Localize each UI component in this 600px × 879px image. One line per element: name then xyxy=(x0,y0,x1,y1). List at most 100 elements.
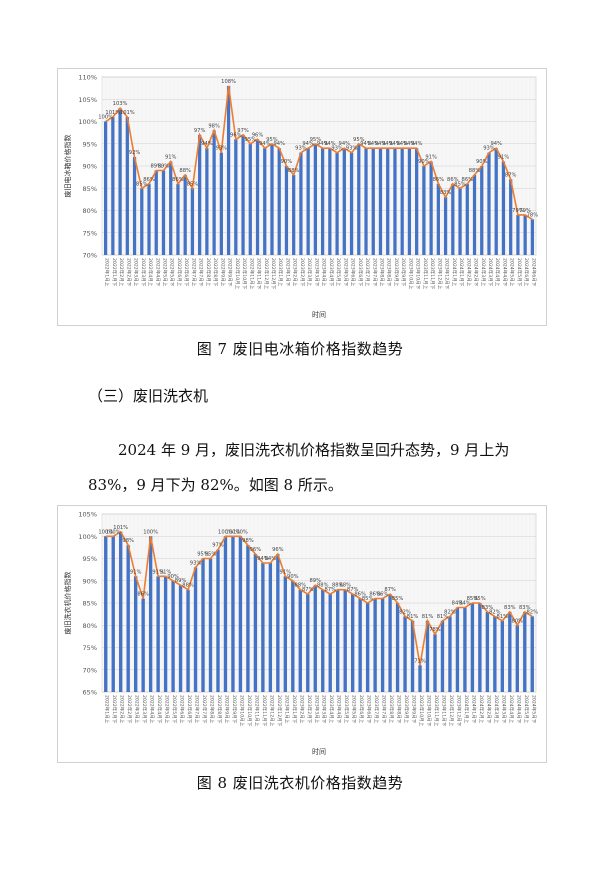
fig7-data-label: 101% xyxy=(105,110,120,116)
fig7-xtick-label: 2023年1月下 xyxy=(284,258,291,287)
fig7-xtick-label: 2023年5月上 xyxy=(335,258,342,287)
fig8-xtick-label: 2022年12月上 xyxy=(268,695,275,727)
fig8-xtick-label: 2023年7月下 xyxy=(381,695,388,724)
fig7-bar xyxy=(422,166,426,255)
fig7-ytick-label: 75% xyxy=(83,229,97,237)
fig7-data-label: 90% xyxy=(281,159,293,165)
fig8-ytick-label: 85% xyxy=(83,600,97,608)
fig7-data-label: 94% xyxy=(317,141,329,147)
fig7-xtick-label: 2022年11月上 xyxy=(248,258,255,290)
fig7-xtick-label: 2024年4月上 xyxy=(494,258,501,287)
fig7-bar xyxy=(357,143,361,255)
fig7-xtick-label: 2024年2月上 xyxy=(465,258,472,287)
fig7-bar xyxy=(458,188,462,255)
fig7-xtick-label: 2022年3月上 xyxy=(133,258,140,287)
fig8-bar xyxy=(523,611,527,692)
fig8-xtick-label: 2022年11月上 xyxy=(253,695,260,727)
fig7-data-label: 100% xyxy=(98,115,113,121)
fig7-data-label: 93% xyxy=(216,146,228,152)
fig7-data-label: 90% xyxy=(418,159,430,165)
fig8-data-label: 100% xyxy=(106,529,121,535)
fig8-bar xyxy=(343,589,347,692)
fig8-xtick-label: 2022年8月下 xyxy=(216,695,223,724)
fig7-data-label: 79% xyxy=(519,208,531,214)
fig8-ytick-label: 80% xyxy=(83,622,97,630)
fig8-data-label: 83% xyxy=(504,605,516,611)
fig7-data-label: 89% xyxy=(150,163,162,169)
fig8-bar xyxy=(321,589,325,692)
fig7-data-label: 94% xyxy=(375,141,387,147)
fig8-bar xyxy=(358,598,362,692)
fig8-data-label: 100% xyxy=(218,529,233,535)
fig7-data-label: 86% xyxy=(172,177,184,183)
fig7-bar xyxy=(154,170,158,255)
fig7-xtick-label: 2023年7月上 xyxy=(364,258,371,287)
fig7-ytick-label: 70% xyxy=(83,252,97,260)
fig8-bar xyxy=(119,531,123,692)
fig7-ylabel: 废旧电冰箱价格指数 xyxy=(63,135,72,198)
fig7-xtick-label: 2023年3月下 xyxy=(313,258,320,287)
fig8-xtick-label: 2023年9月下 xyxy=(411,695,418,724)
fig7-xtick-label: 2024年4月下 xyxy=(501,258,508,287)
fig7-bar xyxy=(205,148,209,255)
fig8-data-label: 81% xyxy=(422,614,434,620)
section-paragraph-cont: 83%，9 月下为 82%。如图 8 所示。 xyxy=(88,476,343,494)
fig8-bar xyxy=(373,598,377,692)
fig8-bar xyxy=(478,603,482,692)
fig7-bar xyxy=(530,219,535,255)
fig7-xtick-label: 2023年6月上 xyxy=(350,258,357,287)
fig8-data-label: 100% xyxy=(233,529,248,535)
fig7-data-label: 97% xyxy=(194,128,206,134)
fig7-xtick-label: 2023年10月下 xyxy=(415,258,422,290)
fig8-bar xyxy=(268,562,273,692)
fig8-data-label: 98% xyxy=(242,538,254,544)
fig7-xtick-label: 2022年9月下 xyxy=(227,258,234,287)
fig8-data-label: 91% xyxy=(280,569,292,575)
fig8-data-label: 95% xyxy=(197,552,209,558)
fig7-data-label: 101% xyxy=(120,110,135,116)
fig8-data-label: 81% xyxy=(497,614,509,620)
fig8-bar xyxy=(253,554,258,692)
fig8-bar xyxy=(291,580,295,692)
fig8-xtick-label: 2022年11月下 xyxy=(261,695,268,727)
fig7-series-line xyxy=(105,85,533,221)
fig8-bar xyxy=(148,536,153,692)
fig8-xtick-label: 2022年2月下 xyxy=(126,695,133,724)
fig7-ytick-label: 110% xyxy=(78,74,97,82)
fig7-bar xyxy=(501,161,506,255)
fig8-bar xyxy=(156,576,160,692)
fig7-bar xyxy=(378,148,383,255)
fig7-bar xyxy=(472,174,477,255)
fig8-bar xyxy=(246,545,250,692)
fig8-xtick-label: 2023年3月上 xyxy=(313,695,320,724)
fig7-bar xyxy=(494,148,498,255)
figure8-chart-svg: 65% 70% 75% 80% 85% 90% 95% 100% 105% 废旧洗衣机价格指数 10… xyxy=(63,511,538,757)
fig7-xtick-label: 2022年9月上 xyxy=(219,258,226,287)
fig7-bar xyxy=(292,174,296,255)
fig8-xtick-label: 2022年5月上 xyxy=(164,695,171,724)
fig7-data-label: 86% xyxy=(433,177,445,183)
fig7-bar xyxy=(364,148,368,255)
fig8-xtick-label: 2023年6月下 xyxy=(366,695,373,724)
fig8-bar xyxy=(208,558,213,692)
fig8-data-label: 83% xyxy=(482,605,494,611)
fig7-bar xyxy=(386,148,390,255)
fig7-data-label: 83% xyxy=(440,190,452,196)
fig7-data-label: 95% xyxy=(310,137,322,143)
fig7-data-label: 79% xyxy=(512,208,524,214)
fig8-bar xyxy=(388,594,392,692)
fig8-data-label: 100% xyxy=(143,529,158,535)
fig8-data-label: 86% xyxy=(369,592,381,598)
fig8-data-label: 83% xyxy=(519,605,531,611)
fig8-xtick-label: 2023年8月下 xyxy=(396,695,403,724)
fig7-xtick-label: 2023年5月下 xyxy=(342,258,349,287)
fig7-bar xyxy=(226,85,231,256)
fig7-data-label: 86% xyxy=(462,177,474,183)
fig7-xtick-label: 2024年1月上 xyxy=(451,258,458,287)
fig7-xtick-label: 2024年3月上 xyxy=(480,258,487,287)
fig7-data-label: 88% xyxy=(469,168,481,174)
fig8-bar xyxy=(336,589,340,692)
fig8-data-label: 85% xyxy=(392,596,404,602)
fig8-data-label: 87% xyxy=(347,587,359,593)
fig7-data-label: 108% xyxy=(221,79,236,85)
